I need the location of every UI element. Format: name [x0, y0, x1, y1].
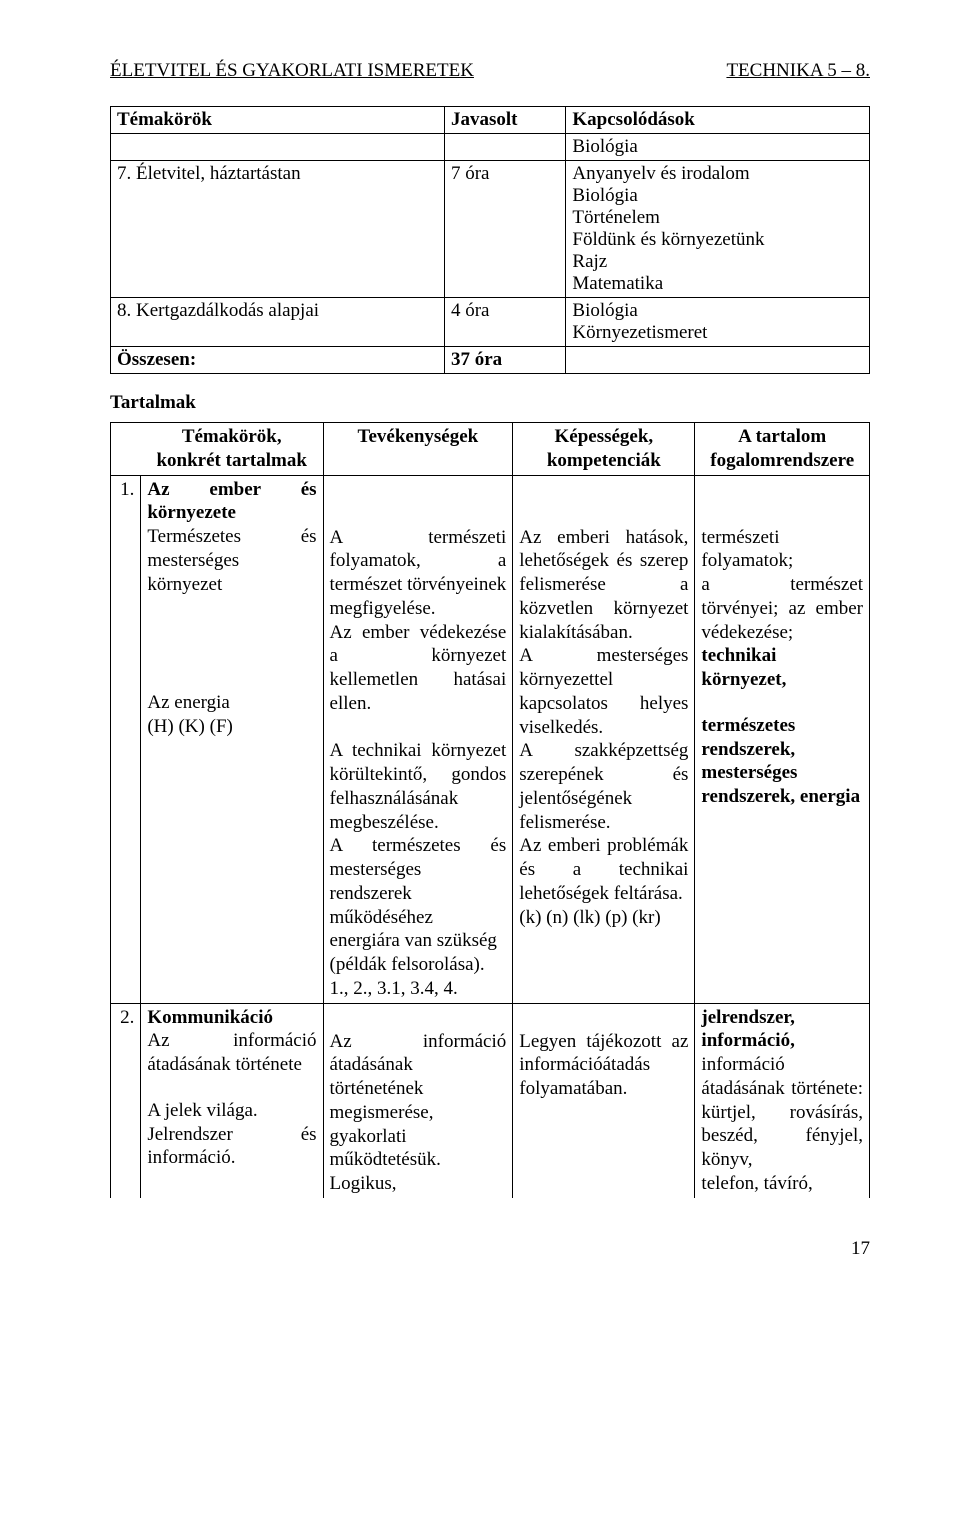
cell-line: Az energia: [147, 691, 316, 715]
running-header: ÉLETVITEL ÉS GYAKORLATI ISMERETEK TECHNI…: [110, 60, 870, 82]
t2-header-skills: Képességek, kompetenciák: [513, 423, 695, 476]
cell-topics: Az ember és környezete Természetes és me…: [141, 475, 323, 1003]
cell: Biológia: [566, 134, 870, 161]
cell-line: A jelek világa.: [147, 1099, 316, 1123]
w: természet: [790, 574, 863, 595]
t2-header-activities: Tevékenységek: [323, 423, 513, 476]
t2-header-topics: Témakörök, konkrét tartalmak: [141, 423, 323, 476]
cell: Biológia Környezetismeret: [566, 298, 870, 347]
spacer: [701, 478, 863, 526]
table-row: 7. Életvitel, háztartástan 7 óra Anyanye…: [111, 161, 870, 298]
w: Természetes: [147, 526, 241, 547]
t1-header-connections: Kapcsolódások: [566, 107, 870, 134]
table-row: 8. Kertgazdálkodás alapjai 4 óra Biológi…: [111, 298, 870, 347]
row-title: Kommunikáció: [147, 1007, 273, 1028]
cell-activities: Az információ átadásának történetének me…: [323, 1003, 513, 1198]
cell-bold: technikai környezet,: [701, 645, 786, 690]
cell-skills: Legyen tájékozott az információátadás fo…: [513, 1003, 695, 1198]
cell-line: Az információ: [147, 1029, 316, 1053]
table-row: Összesen: 37 óra: [111, 347, 870, 374]
cell-concepts: természeti folyamatok; a természet törvé…: [695, 475, 870, 1003]
w: ember: [209, 479, 260, 500]
cell-line: természeti folyamatok;: [701, 526, 863, 574]
cell-line: törvényei; az ember védekezése;: [701, 597, 863, 645]
row-number: 1.: [111, 475, 141, 1003]
cell-total-label: Összesen:: [111, 347, 445, 374]
cell-skills: Az emberi hatások, lehetőségek és szerep…: [513, 475, 695, 1003]
t2-header-blank: [111, 423, 141, 476]
row-title2: környezete: [147, 502, 236, 523]
cell-line: mesterséges környezet: [147, 549, 316, 597]
t1-header-suggested: Javasolt: [444, 107, 565, 134]
cell: Anyanyelv és irodalom Biológia Történele…: [566, 161, 870, 298]
row-title: Az ember és: [147, 478, 316, 502]
cell-bold: jelrendszer, információ,: [701, 1007, 794, 1052]
w: a: [701, 574, 709, 595]
cell-total-value: 37 óra: [444, 347, 565, 374]
contents-table: Témakörök, konkrét tartalmak Tevékenység…: [110, 422, 870, 1198]
t1-header-topics: Témakörök: [111, 107, 445, 134]
w: információ: [233, 1030, 316, 1051]
cell: [111, 134, 445, 161]
row-number: 2.: [111, 1003, 141, 1198]
header-right: TECHNIKA 5 – 8.: [726, 60, 870, 82]
cell-line: információ.: [147, 1146, 316, 1170]
cell-line: információ átadásának története: kürtjel…: [701, 1053, 863, 1196]
table-row: 1. Az ember és környezete Természetes és…: [111, 475, 870, 1003]
cell-text: A természeti folyamatok, a természet tör…: [330, 526, 507, 1001]
cell: 8. Kertgazdálkodás alapjai: [111, 298, 445, 347]
cell-topics: Kommunikáció Az információ átadásának tö…: [141, 1003, 323, 1198]
spacer: [519, 1006, 688, 1030]
cell-text: Legyen tájékozott az információátadás fo…: [519, 1030, 688, 1101]
cell-activities: A természeti folyamatok, a természet tör…: [323, 475, 513, 1003]
cell-bold: természetes rendszerek, mesterséges rend…: [701, 715, 860, 807]
cell-line: Jelrendszer és: [147, 1123, 316, 1147]
cell-line: Természetes és: [147, 525, 316, 549]
cell: [444, 134, 565, 161]
w: és: [301, 479, 317, 500]
cell-line: a természet: [701, 573, 863, 597]
w: Az: [147, 1030, 169, 1051]
cell: 7. Életvitel, háztartástan: [111, 161, 445, 298]
header-left: ÉLETVITEL ÉS GYAKORLATI ISMERETEK: [110, 60, 474, 82]
table-row: Biológia: [111, 134, 870, 161]
cell: 7 óra: [444, 161, 565, 298]
w: Jelrendszer: [147, 1124, 232, 1145]
spacer: [701, 692, 863, 714]
w: és: [301, 526, 317, 547]
page-number: 17: [110, 1238, 870, 1260]
table-row: 2. Kommunikáció Az információ átadásának…: [111, 1003, 870, 1198]
cell-line: (H) (K) (F): [147, 715, 316, 739]
spacer: [519, 478, 688, 526]
t2-header-concepts: A tartalom fogalomrendszere: [695, 423, 870, 476]
w: és: [301, 1124, 317, 1145]
spacer: [330, 1006, 507, 1030]
cell-text: Az információ átadásának történetének me…: [330, 1030, 507, 1196]
cell-text: Az emberi hatások, lehetőségek és szerep…: [519, 526, 688, 930]
cell-concepts: jelrendszer, információ, információ átad…: [695, 1003, 870, 1198]
w: Az: [147, 479, 169, 500]
spacer: [147, 596, 316, 691]
topics-table: Témakörök Javasolt Kapcsolódások Biológi…: [110, 106, 870, 374]
cell: 4 óra: [444, 298, 565, 347]
section-label-contents: Tartalmak: [110, 392, 870, 414]
spacer: [147, 1077, 316, 1099]
cell: [566, 347, 870, 374]
cell-line: átadásának története: [147, 1053, 316, 1077]
page: ÉLETVITEL ÉS GYAKORLATI ISMERETEK TECHNI…: [0, 0, 960, 1300]
spacer: [330, 478, 507, 526]
